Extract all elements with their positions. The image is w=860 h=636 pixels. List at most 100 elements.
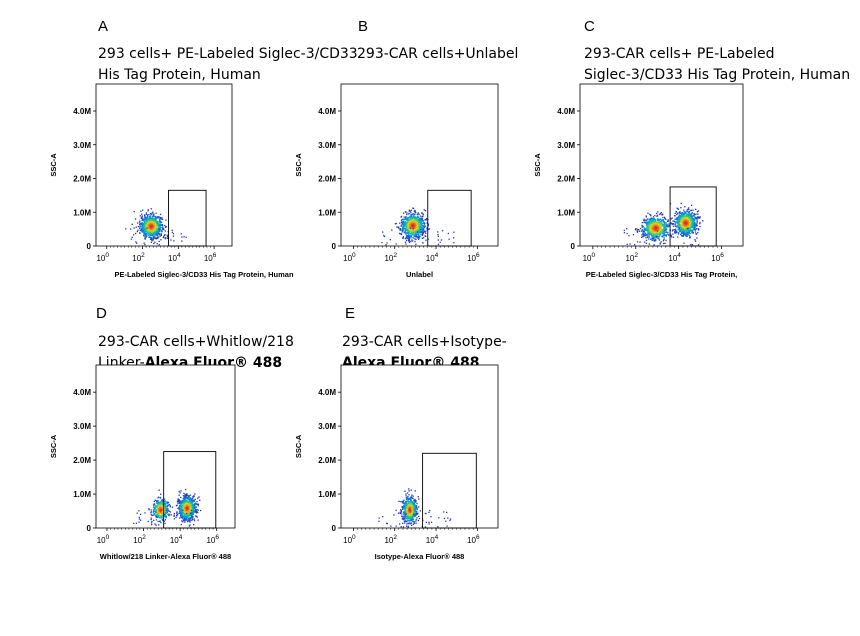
event-point xyxy=(170,239,172,241)
event-point xyxy=(142,225,144,227)
event-point xyxy=(154,232,156,234)
event-point xyxy=(687,218,689,220)
event-point xyxy=(650,222,652,224)
event-point xyxy=(189,520,191,522)
event-point xyxy=(389,239,391,241)
event-point xyxy=(407,223,409,225)
event-point xyxy=(650,234,653,237)
event-point xyxy=(697,213,699,215)
event-point xyxy=(193,500,196,502)
event-point xyxy=(665,228,667,230)
event-point xyxy=(413,219,415,221)
event-point xyxy=(647,218,649,220)
event-point xyxy=(678,221,680,224)
event-point xyxy=(626,243,628,245)
event-point xyxy=(655,228,657,230)
event-point xyxy=(146,231,148,234)
event-point xyxy=(652,227,654,229)
event-point xyxy=(141,225,143,227)
event-point xyxy=(416,217,418,220)
event-point xyxy=(677,224,680,226)
event-point xyxy=(423,223,426,225)
event-point xyxy=(415,216,417,218)
event-point xyxy=(677,233,680,235)
event-point xyxy=(180,501,182,504)
event-point xyxy=(196,516,198,518)
event-point xyxy=(399,229,401,231)
event-point xyxy=(184,494,186,497)
event-point xyxy=(643,241,646,243)
event-point xyxy=(674,230,677,232)
event-point xyxy=(412,207,414,209)
event-point xyxy=(187,502,189,505)
event-point xyxy=(695,225,697,227)
event-point xyxy=(150,232,152,235)
event-point xyxy=(155,231,158,233)
event-point xyxy=(420,229,422,231)
event-point xyxy=(410,220,412,222)
event-point xyxy=(152,509,155,511)
event-point xyxy=(404,222,406,224)
event-point xyxy=(626,228,628,230)
event-point xyxy=(665,229,667,231)
event-point xyxy=(410,231,413,233)
event-point xyxy=(154,507,157,509)
x-tick-label: 104 xyxy=(168,252,181,263)
event-point xyxy=(684,230,686,232)
event-point xyxy=(661,229,663,231)
event-point xyxy=(159,504,161,506)
event-point xyxy=(156,221,158,223)
event-point xyxy=(181,240,183,242)
event-point xyxy=(655,239,657,242)
event-point xyxy=(648,232,650,234)
event-point xyxy=(159,505,161,507)
event-point xyxy=(453,242,455,244)
event-point xyxy=(654,236,656,238)
x-tick-base: 10 xyxy=(711,254,720,263)
event-point xyxy=(187,516,189,518)
event-point xyxy=(643,227,645,229)
event-point xyxy=(131,223,133,225)
event-point xyxy=(658,231,660,233)
event-point xyxy=(187,518,189,520)
event-point xyxy=(699,221,701,224)
event-point xyxy=(145,234,147,236)
event-point xyxy=(192,513,194,515)
event-point xyxy=(186,494,188,496)
event-point xyxy=(148,219,150,221)
event-point xyxy=(187,513,189,515)
event-point xyxy=(193,520,196,522)
event-point xyxy=(654,230,657,232)
event-point xyxy=(404,238,406,240)
event-point xyxy=(164,503,166,505)
event-point xyxy=(395,243,397,245)
x-tick-label: 102 xyxy=(132,252,145,263)
event-point xyxy=(649,220,651,222)
event-point xyxy=(139,227,141,229)
event-point xyxy=(146,225,148,227)
event-point xyxy=(198,496,200,498)
event-point xyxy=(182,504,185,506)
event-point xyxy=(162,218,164,220)
event-point xyxy=(674,231,676,233)
event-point xyxy=(658,221,660,223)
event-point xyxy=(192,497,194,499)
events xyxy=(623,202,704,247)
event-point xyxy=(155,229,157,231)
event-point xyxy=(188,496,190,498)
event-point xyxy=(152,506,155,508)
event-point xyxy=(661,235,663,237)
event-point xyxy=(153,511,155,513)
event-point xyxy=(439,241,441,243)
x-tick-exponent: 2 xyxy=(141,252,145,259)
event-point xyxy=(159,235,161,237)
event-point xyxy=(683,211,685,213)
event-point xyxy=(151,238,153,240)
event-point xyxy=(410,221,413,223)
event-point xyxy=(623,232,626,234)
x-tick-label: 104 xyxy=(668,252,681,263)
event-point xyxy=(653,228,655,230)
event-point xyxy=(683,231,685,234)
event-point xyxy=(151,234,154,236)
event-point xyxy=(407,229,409,231)
